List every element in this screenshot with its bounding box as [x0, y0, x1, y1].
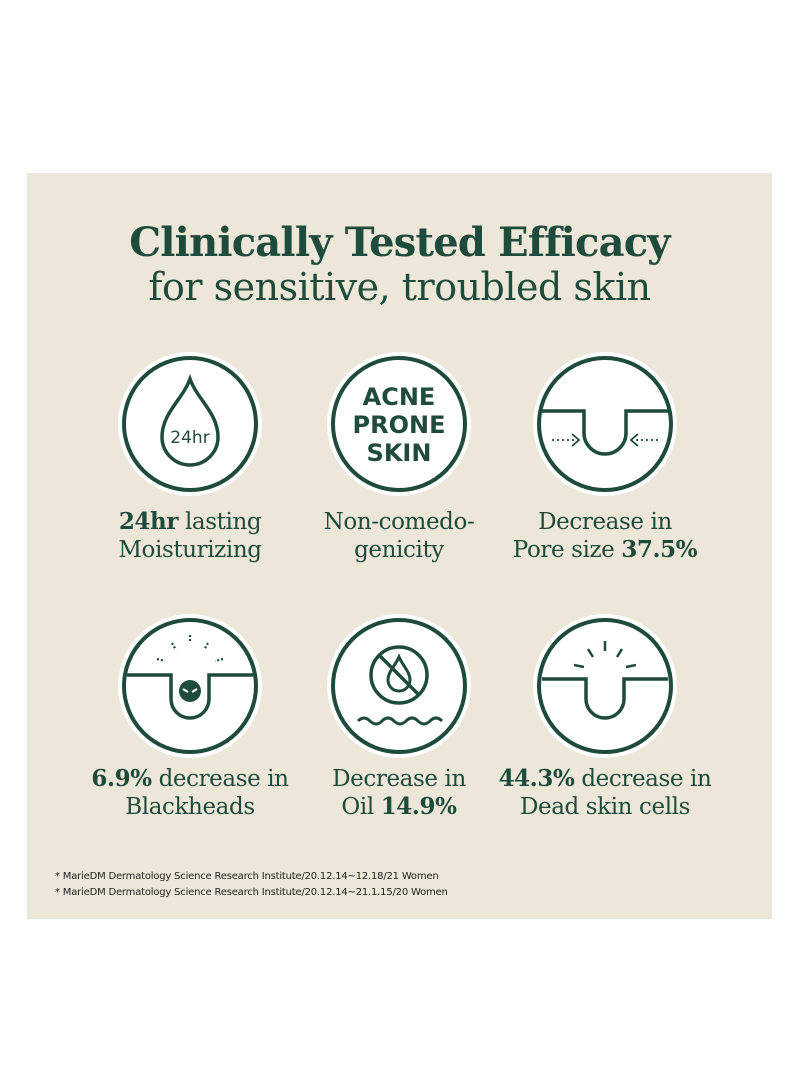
icon-acne-word: ACNE: [363, 383, 436, 411]
dead-skin-icon: [533, 614, 677, 758]
headline: Clinically Tested Efficacy: [129, 219, 670, 266]
icon-prone-word: PRONE: [353, 411, 446, 439]
icon-24hr-label: 24hr: [170, 428, 209, 448]
subheadline: for sensitive, troubled skin: [148, 265, 651, 309]
caption-moisturizing: 24hr lasting Moisturizing: [118, 508, 262, 563]
footnote-1: * MarieDM Dermatology Science Research I…: [55, 871, 439, 882]
footnote-2: * MarieDM Dermatology Science Research I…: [55, 887, 448, 898]
caption-dead-skin-value: 44.3%: [498, 765, 575, 792]
caption-oil-value: 14.9%: [380, 793, 457, 820]
no-oil-icon: [327, 614, 471, 758]
caption-blackheads-value: 6.9%: [91, 765, 152, 792]
caption-pore-size: Decrease in Pore size 37.5%: [512, 509, 698, 563]
pore-shrink-icon: [533, 352, 677, 496]
caption-dead-skin: 44.3% decrease in Dead skin cells: [498, 765, 712, 820]
water-drop-icon: 24hr: [118, 352, 262, 496]
caption-non-comedogenicity: Non-comedo- genicity: [323, 509, 475, 563]
blackhead-icon: [118, 614, 262, 758]
acne-prone-skin-icon: ACNE PRONE SKIN: [327, 352, 471, 496]
infographic-panel: Clinically Tested Efficacy for sensitive…: [27, 173, 772, 919]
caption-blackheads: 6.9% decrease in Blackheads: [91, 765, 289, 820]
caption-pore-size-value: 37.5%: [621, 536, 698, 563]
icon-skin-word: SKIN: [367, 439, 432, 467]
caption-moisturizing-value: 24hr: [118, 508, 179, 535]
caption-oil: Decrease in Oil 14.9%: [332, 766, 466, 820]
